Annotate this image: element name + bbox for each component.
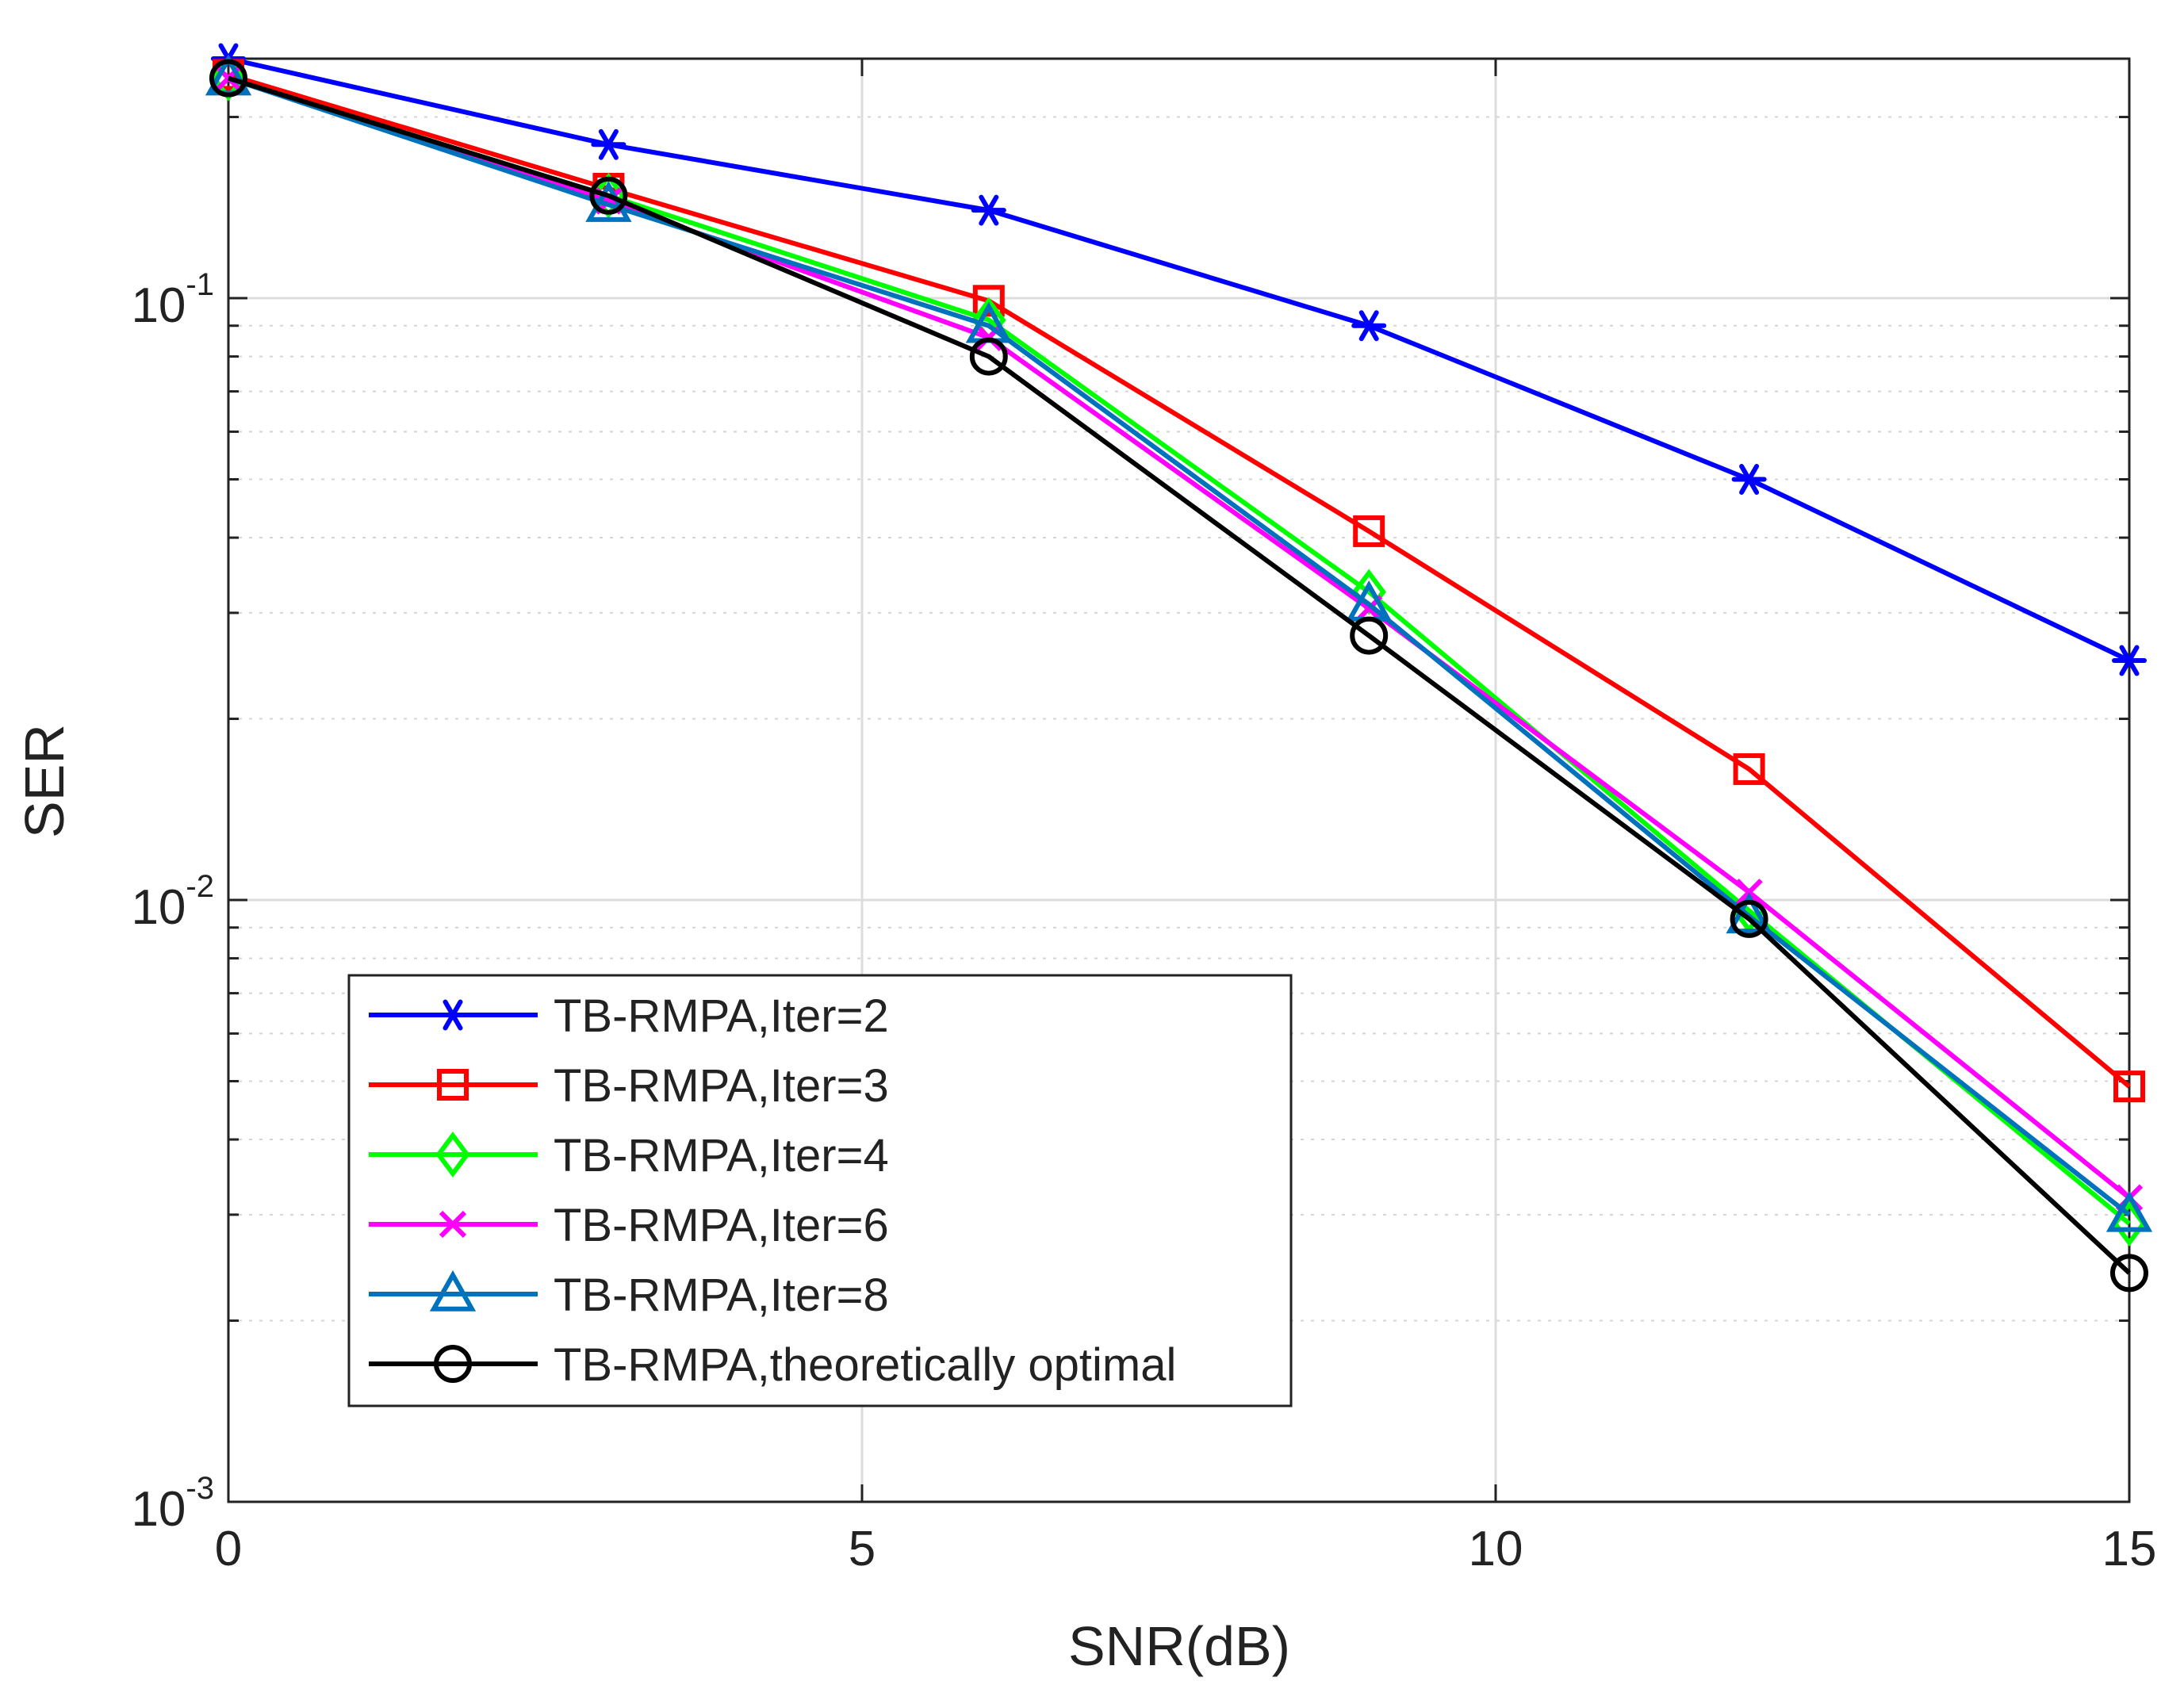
series-line: [228, 56, 2131, 663]
legend-label: TB-RMPA,theoretically optimal: [554, 1339, 1176, 1391]
data-point-marker: [1733, 753, 1765, 785]
legend-marker: [434, 1345, 472, 1383]
axis-tick-marks: [227, 59, 2131, 1503]
legend-label: TB-RMPA,Iter=2: [554, 990, 889, 1042]
legend-marker: [435, 1132, 470, 1178]
series-6: [209, 59, 2148, 1292]
x-tick-label: 0: [215, 1522, 242, 1576]
data-point-marker: [1730, 899, 1768, 938]
data-point-marker: [2105, 1190, 2153, 1232]
data-point-marker: [209, 59, 247, 98]
plot-area-frame: [227, 57, 2131, 1503]
y-tick-label: 10-3: [131, 1471, 214, 1537]
data-point-marker: [591, 128, 626, 160]
data-point-marker: [969, 337, 1008, 376]
data-point-marker: [1350, 616, 1389, 655]
legend: TB-RMPA,Iter=2 TB-RMPA,Iter=3 TB-RMPA,Iter…: [347, 974, 1293, 1407]
y-axis-title: SER: [13, 724, 75, 838]
y-tick-labels: 10-1 10-2 10-3: [131, 267, 214, 1537]
legend-item: TB-RMPA,Iter=4: [369, 1130, 889, 1181]
x-tick-label: 15: [2102, 1522, 2157, 1576]
data-point-marker: [2110, 1254, 2148, 1292]
series-line: [228, 72, 2131, 1089]
series-line: [228, 75, 2131, 1217]
series-line: [228, 75, 2131, 1200]
legend-label: TB-RMPA,Iter=4: [554, 1130, 889, 1181]
legend-item: TB-RMPA,Iter=3: [369, 1060, 889, 1112]
series-1: [211, 43, 2147, 676]
data-point-marker: [585, 181, 632, 222]
legend-label: TB-RMPA,Iter=6: [554, 1200, 889, 1251]
data-series: [205, 43, 2153, 1292]
x-tick-labels: 0 5 10 15: [215, 1522, 2157, 1576]
series-line: [228, 75, 2132, 1275]
legend-box: [347, 974, 1293, 1407]
data-point-marker: [2113, 1070, 2145, 1103]
legend-marker: [439, 1210, 467, 1239]
x-tick-label: 5: [849, 1522, 876, 1576]
x-tick-label: 10: [1469, 1522, 1523, 1576]
x-axis-title: SNR(dB): [1068, 1615, 1290, 1677]
legend-item: TB-RMPA,Iter=8: [369, 1269, 889, 1321]
legend-marker: [429, 1269, 477, 1312]
legend-marker: [435, 999, 470, 1031]
legend-label: TB-RMPA,Iter=8: [554, 1269, 889, 1321]
y-tick-label: 10-1: [131, 267, 214, 333]
legend-marker: [437, 1069, 469, 1101]
data-point-marker: [972, 285, 1005, 317]
legend-label: TB-RMPA,Iter=3: [554, 1060, 889, 1112]
data-point-marker: [1351, 310, 1387, 342]
data-point-marker: [1735, 879, 1763, 906]
legend-item: TB-RMPA,Iter=6: [369, 1200, 889, 1251]
legend-item: TB-RMPA,theoretically optimal: [369, 1339, 1176, 1391]
data-point-marker: [971, 194, 1006, 226]
data-point-marker: [589, 176, 628, 215]
y-tick-label: 10-2: [131, 869, 214, 935]
series-2: [213, 59, 2145, 1103]
legend-item: TB-RMPA,Iter=2: [369, 990, 889, 1042]
data-point-marker: [1731, 464, 1767, 495]
data-point-marker: [2112, 645, 2147, 676]
data-point-marker: [1353, 515, 1385, 547]
